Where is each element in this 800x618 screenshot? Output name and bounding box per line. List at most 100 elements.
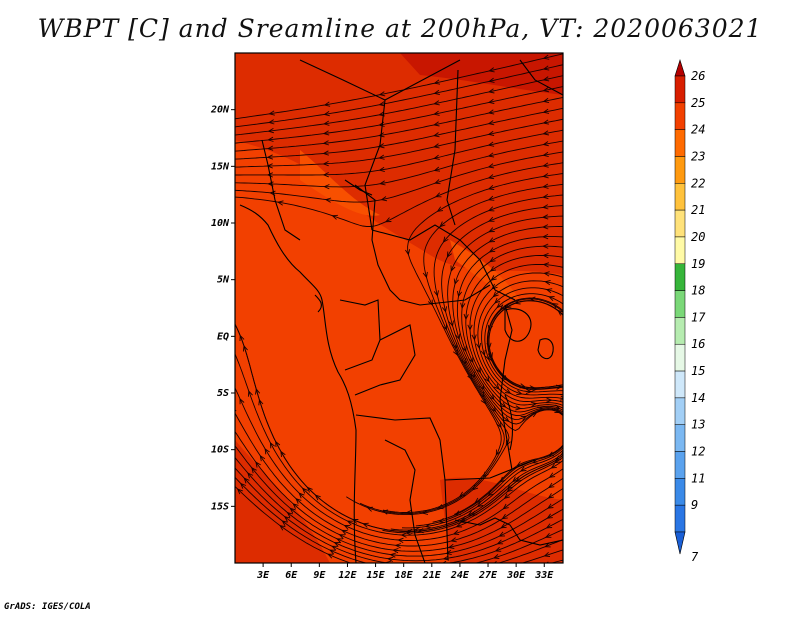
streamline-arrow: [336, 538, 343, 544]
streamline-arrow: [322, 140, 330, 146]
lat-tick-label: 20N: [210, 105, 230, 116]
streamline-arrow: [547, 493, 554, 499]
streamline-arrow: [541, 224, 549, 230]
streamline-arrow: [422, 271, 428, 279]
streamline: [359, 183, 563, 515]
streamline-arrow: [266, 172, 273, 178]
streamline-arrow: [351, 519, 359, 524]
streamline-arrow: [542, 54, 550, 60]
streamline: [235, 412, 563, 547]
streamline-arrow: [405, 509, 413, 516]
colorbar-label: 21: [691, 203, 705, 217]
colorbar-swatch: [674, 397, 686, 425]
streamline-arrow: [323, 111, 330, 117]
streamline-arrow: [476, 342, 482, 350]
lat-tick-label: 10S: [211, 445, 229, 456]
streamline-arrow: [502, 503, 509, 510]
lake-outline: [537, 338, 554, 360]
streamline-arrow: [322, 150, 329, 156]
colorbar-label: 12: [691, 445, 705, 459]
country-borders: [239, 59, 563, 563]
streamline-arrow: [380, 196, 388, 202]
streamline-arrow: [433, 166, 441, 172]
streamline-arrow: [378, 132, 385, 138]
streamline-arrow: [547, 482, 555, 489]
lat-tick-label: 15S: [211, 501, 229, 512]
streamline-arrow: [433, 143, 440, 149]
streamline-arrow: [460, 515, 468, 521]
streamline-arrow: [487, 490, 494, 497]
colorbar-swatch: [674, 370, 686, 399]
colorbar-label: 15: [691, 364, 705, 378]
streamline-arrow: [487, 184, 495, 190]
streamline-arrow: [378, 101, 385, 107]
streamline-arrow: [386, 556, 394, 562]
border-line: [344, 179, 373, 196]
streamline-arrow: [546, 513, 553, 519]
streamline-arrow: [487, 120, 495, 126]
streamline-arrow: [441, 306, 448, 313]
lon-tick-label: 30E: [506, 570, 526, 581]
streamline-arrow: [264, 447, 270, 455]
streamline-arrow: [439, 221, 446, 228]
streamline-arrow: [327, 553, 334, 559]
streamline-arrow: [323, 184, 330, 190]
streamline-arrow: [542, 173, 549, 179]
streamline-arrow: [378, 154, 385, 160]
streamline-arrow: [239, 334, 245, 342]
streamline: [575, 364, 580, 370]
streamline-arrow: [489, 266, 497, 272]
streamline-arrow: [421, 509, 429, 515]
streamline-arrow: [542, 262, 550, 268]
lon-tick-label: 27E: [478, 570, 498, 581]
streamline-arrow: [506, 483, 514, 490]
streamline-arrow: [541, 204, 549, 210]
streamline-arrow: [531, 458, 539, 464]
streamline-arrow: [542, 108, 550, 114]
streamline: [382, 254, 563, 534]
streamline: [390, 245, 563, 531]
streamline-arrow: [392, 547, 399, 554]
wbpt-25-region: [235, 53, 563, 275]
coastline-west: [239, 204, 357, 563]
streamline-arrow: [547, 503, 554, 509]
streamline-arrow: [487, 141, 495, 147]
border-line: [454, 517, 563, 546]
streamline-arrow: [255, 461, 261, 468]
streamline-arrow: [530, 401, 538, 407]
streamline-arrow: [487, 324, 493, 332]
streamline-arrow: [516, 390, 523, 396]
streamline: [575, 378, 582, 381]
streamline: [235, 140, 563, 188]
streamline: [481, 287, 563, 396]
streamline-arrow: [568, 438, 572, 444]
streamline: [235, 456, 563, 562]
streamline: [441, 205, 563, 515]
border-line: [261, 139, 301, 241]
streamline-arrow: [487, 109, 495, 115]
streamline-arrow: [322, 160, 329, 167]
streamline-arrow: [501, 513, 508, 520]
streamline-arrow: [225, 416, 230, 421]
streamline-arrow: [471, 334, 477, 341]
streamline-arrow: [542, 65, 550, 71]
colorbar-swatch: [674, 504, 686, 533]
streamline-arrow: [548, 296, 555, 302]
streamline-arrow: [384, 217, 392, 223]
streamline-arrow: [378, 166, 385, 173]
border-line: [355, 414, 449, 561]
streamline-arrow: [559, 395, 563, 401]
streamline-arrow: [500, 402, 507, 408]
streamline-arrow: [542, 141, 549, 147]
lon-tick-label: 21E: [422, 570, 442, 581]
streamline-arrow: [434, 192, 442, 198]
streamline-arrow: [487, 195, 495, 201]
streamline-arrow: [450, 265, 456, 272]
streamline: [235, 352, 563, 536]
streamline-arrow: [259, 454, 266, 462]
streamline-arrow: [292, 503, 299, 509]
streamline-arrow: [389, 552, 397, 558]
streamline-arrow: [519, 466, 527, 472]
grads-credit: GrADS: IGES/COLA: [4, 602, 91, 612]
streamline-arrow: [487, 206, 495, 212]
